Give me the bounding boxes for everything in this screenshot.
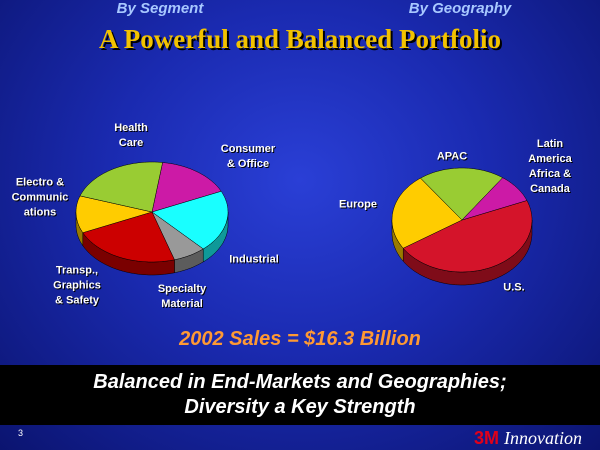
pie-slice <box>79 161 163 213</box>
logo-text: Innovation <box>504 428 582 448</box>
slide-title: A Powerful and Balanced Portfolio <box>99 24 501 54</box>
pie-slice <box>75 195 153 233</box>
slice-label: Industrial <box>229 253 279 266</box>
slice-label: Health Care <box>114 122 148 149</box>
slice-label: Consumer & Office <box>220 143 276 170</box>
pie-slice <box>391 177 463 249</box>
logo: 3M Innovation <box>474 428 582 449</box>
page-number: 3 <box>18 428 24 438</box>
banner: Balanced in End-Markets and Geographies;… <box>0 365 600 425</box>
pie-slice <box>151 191 229 250</box>
slice-label: Europe <box>339 198 377 211</box>
pie-slice <box>82 211 175 263</box>
slice-label: Transp., Graphics & Safety <box>53 264 101 307</box>
slice-label: APAC <box>436 150 468 163</box>
sales-text: 2002 Sales = $16.3 Billion <box>179 328 421 350</box>
pie-slice <box>420 167 504 221</box>
logo-mark: 3M <box>473 428 499 448</box>
slice-label: U.S. <box>503 281 525 294</box>
pie-slice <box>151 162 222 213</box>
pie-slice <box>461 177 528 221</box>
slice-label: Specialty Material <box>157 283 207 310</box>
pie-title: By Segment <box>116 0 204 17</box>
slice-label: Electro & Communic ations <box>11 176 69 219</box>
pie-slice <box>151 211 204 261</box>
pie-slice <box>402 200 533 273</box>
pie-title: By Geography <box>408 0 512 17</box>
slice-label: Latin America Africa & Canada <box>528 138 572 195</box>
